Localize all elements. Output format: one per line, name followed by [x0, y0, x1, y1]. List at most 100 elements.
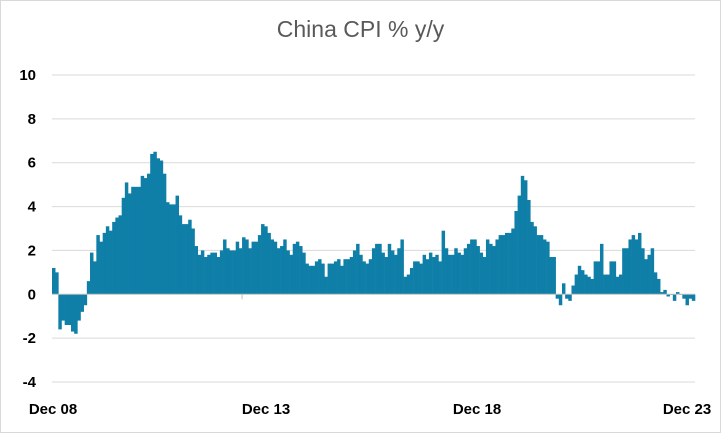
bar-59 — [238, 248, 243, 295]
bar-177 — [612, 261, 617, 295]
bar-144 — [508, 232, 512, 295]
bar-86 — [324, 276, 328, 295]
bar-170 — [590, 278, 594, 295]
bar-39 — [175, 195, 179, 295]
bar-16 — [102, 232, 107, 295]
bar-168 — [584, 274, 588, 295]
bar-149 — [523, 180, 528, 295]
bar-190 — [653, 272, 658, 295]
bar-129 — [460, 254, 465, 295]
bar-189 — [650, 248, 655, 295]
bar-6 — [71, 294, 75, 332]
bar-93 — [346, 259, 351, 295]
bar-109 — [397, 248, 401, 295]
bar-71 — [276, 248, 281, 295]
bar-94 — [349, 257, 354, 295]
bar-134 — [476, 246, 480, 295]
bar-95 — [352, 250, 357, 295]
bar-49 — [207, 254, 211, 295]
bar-97 — [359, 254, 363, 295]
bar-162 — [565, 294, 569, 299]
bar-4 — [64, 294, 69, 325]
bar-85 — [321, 263, 325, 295]
bar-194 — [666, 294, 670, 297]
bar-5 — [67, 294, 72, 325]
bar-67 — [264, 226, 268, 295]
y-tick-label: 10 — [19, 67, 36, 84]
bar-73 — [283, 239, 287, 295]
bar-34 — [159, 160, 164, 295]
bar-128 — [457, 252, 461, 295]
bar-154 — [539, 235, 544, 295]
bar-13 — [93, 261, 97, 295]
bar-60 — [242, 237, 246, 295]
bar-160 — [558, 294, 563, 306]
bar-142 — [501, 235, 506, 295]
bar-121 — [435, 254, 439, 295]
bar-91 — [340, 265, 344, 295]
bar-183 — [631, 235, 636, 295]
bar-89 — [333, 261, 338, 295]
bar-179 — [618, 274, 623, 295]
bar-15 — [99, 241, 103, 295]
bar-61 — [245, 239, 249, 295]
bar-50 — [210, 252, 214, 295]
bar-65 — [257, 235, 262, 295]
bar-44 — [191, 228, 195, 295]
bar-159 — [555, 294, 560, 299]
bar-105 — [384, 257, 389, 295]
bar-112 — [406, 274, 411, 295]
bar-110 — [400, 239, 404, 295]
bar-70 — [273, 241, 278, 295]
bar-62 — [248, 248, 252, 295]
bar-80 — [305, 263, 309, 295]
bar-164 — [571, 285, 575, 295]
bar-55 — [226, 248, 230, 295]
y-tick-label: 2 — [28, 242, 36, 259]
bar-76 — [292, 243, 297, 295]
bar-120 — [432, 257, 436, 295]
bar-21 — [118, 215, 122, 295]
bar-145 — [511, 228, 515, 295]
bar-200 — [685, 294, 689, 306]
bar-123 — [441, 230, 446, 295]
bar-51 — [213, 252, 218, 295]
bar-158 — [552, 257, 556, 295]
bar-77 — [295, 241, 300, 295]
bar-47 — [200, 250, 205, 295]
bar-78 — [299, 246, 303, 295]
bar-199 — [682, 294, 686, 299]
bar-57 — [232, 250, 237, 295]
bar-11 — [86, 281, 91, 295]
y-tick-label: 4 — [28, 199, 37, 216]
bar-101 — [371, 248, 376, 295]
bar-135 — [479, 252, 484, 295]
bar-187 — [644, 259, 648, 295]
bar-136 — [482, 257, 487, 295]
bar-188 — [647, 254, 651, 295]
x-tick-labels: Dec 08 Dec 13 Dec 18 Dec 23 — [29, 401, 711, 418]
bar-72 — [280, 246, 284, 295]
bar-180 — [622, 248, 626, 295]
bar-148 — [520, 175, 525, 295]
bar-24 — [128, 193, 132, 295]
bar-82 — [311, 265, 316, 295]
bar-32 — [153, 151, 157, 295]
bar-181 — [625, 248, 629, 295]
bar-152 — [533, 226, 537, 295]
bar-0 — [52, 267, 56, 295]
bar-52 — [216, 257, 221, 295]
bar-166 — [577, 265, 582, 295]
y-tick-labels: -4 -2 0 2 4 6 8 10 — [19, 67, 36, 391]
y-tick-label: -2 — [23, 330, 36, 347]
bar-102 — [375, 243, 379, 295]
bar-111 — [403, 276, 408, 295]
bar-53 — [219, 250, 224, 295]
bar-151 — [530, 221, 534, 295]
bar-38 — [172, 204, 176, 295]
bar-167 — [580, 270, 585, 295]
bar-8 — [77, 294, 81, 321]
bar-140 — [495, 239, 499, 295]
bar-41 — [181, 224, 186, 295]
